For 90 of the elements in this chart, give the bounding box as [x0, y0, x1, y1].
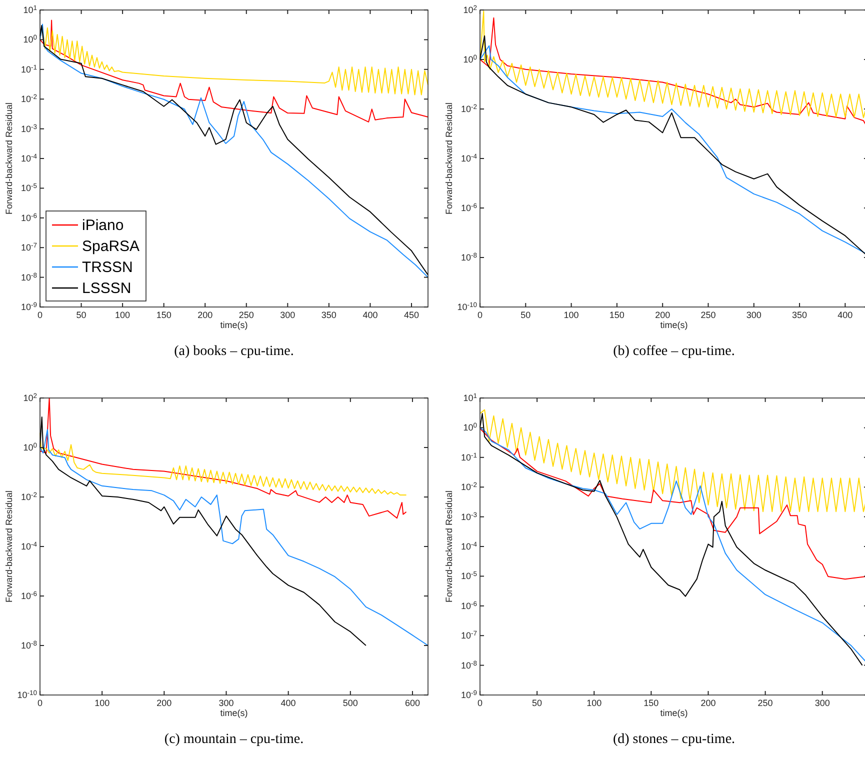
x-tick-label: 0 — [37, 310, 43, 320]
x-tick-label: 450 — [404, 310, 420, 320]
x-tick-label: 50 — [76, 310, 86, 320]
y-tick-label: 10$^{0}$ — [463, 54, 478, 64]
x-tick-label: 200 — [655, 310, 670, 320]
y-tick-label: 10$^{-9}$ — [460, 690, 478, 700]
x-tick-label: 100 — [115, 310, 130, 320]
y-axis-title: Forward-backward Residual — [444, 490, 454, 603]
legend-label: iPiano — [82, 217, 124, 234]
y-tick-label: 10$^{-4}$ — [20, 541, 38, 552]
x-tick-label: 50 — [520, 310, 531, 320]
x-tick-label: 600 — [404, 698, 420, 708]
y-tick-label: 10$^{0}$ — [23, 34, 38, 45]
x-tick-label: 400 — [280, 698, 296, 708]
y-tick-label: 10$^{-4}$ — [460, 541, 478, 552]
y-tick-label: 10$^{-7}$ — [460, 630, 478, 641]
x-tick-label: 400 — [362, 310, 378, 320]
x-tick-label: 100 — [564, 310, 579, 320]
line-series — [40, 398, 407, 519]
x-tick-label: 200 — [156, 698, 172, 708]
x-tick-label: 250 — [758, 698, 773, 708]
x-tick-label: 350 — [792, 310, 808, 320]
y-tick-label: 10$^{-6}$ — [460, 600, 478, 611]
line-series — [40, 416, 366, 646]
y-tick-label: 10$^{0}$ — [463, 422, 478, 433]
line-series — [40, 429, 428, 646]
x-tick-label: 150 — [644, 698, 659, 708]
x-tick-label: 300 — [746, 310, 762, 320]
x-tick-label: 300 — [814, 698, 830, 708]
y-tick-label: 10$^{-3}$ — [460, 511, 478, 522]
y-tick-label: 10$^{-8}$ — [20, 272, 38, 282]
x-tick-label: 200 — [700, 698, 716, 708]
text: (a) books – cpu-time. — [174, 344, 294, 359]
y-tick-label: 10$^{2}$ — [23, 392, 38, 403]
y-tick-label: 10$^{-9}$ — [20, 302, 38, 312]
y-tick-label: 10$^{-6}$ — [20, 590, 38, 601]
x-axis-title: time(s) — [660, 320, 688, 330]
x-tick-label: 150 — [609, 310, 624, 320]
y-tick-label: 10$^{1}$ — [23, 4, 38, 15]
legend-label: TRSSN — [82, 259, 133, 276]
x-tick-label: 50 — [532, 698, 542, 708]
x-tick-label: 0 — [477, 310, 483, 320]
x-tick-label: 0 — [37, 698, 43, 708]
y-tick-label: 10$^{0}$ — [23, 442, 38, 452]
y-tick-label: 10$^{-1}$ — [20, 64, 38, 74]
y-tick-label: 10$^{1}$ — [463, 392, 478, 403]
y-tick-label: 10$^{-10}$ — [17, 690, 38, 700]
y-tick-label: 10$^{-10}$ — [457, 302, 478, 312]
y-tick-label: 10$^{-8}$ — [20, 640, 38, 650]
line-series — [40, 25, 428, 96]
x-tick-label: 200 — [198, 310, 213, 320]
legend-label: SpaRSA — [82, 238, 140, 255]
x-tick-label: 100 — [586, 698, 602, 708]
x-tick-label: 300 — [280, 310, 296, 320]
y-tick-label: 10$^{-2}$ — [20, 94, 38, 104]
y-tick-label: 10$^{-5}$ — [460, 570, 478, 582]
y-tick-label: 10$^{-4}$ — [20, 153, 38, 164]
y-axis-title: Forward-backward Residual — [4, 490, 14, 603]
y-tick-label: 10$^{2}$ — [463, 4, 478, 15]
legend-label: LSSSN — [82, 280, 132, 297]
y-tick-label: 10$^{-1}$ — [460, 452, 478, 462]
y-tick-label: 10$^{-7}$ — [20, 242, 38, 253]
text: (c) mountain – cpu-time. — [164, 732, 304, 747]
y-tick-label: 10$^{-3}$ — [20, 123, 38, 134]
x-tick-label: 100 — [94, 698, 110, 708]
y-tick-label: 10$^{-8}$ — [460, 252, 478, 262]
text: (b) coffee – cpu-time. — [613, 344, 735, 359]
y-tick-label: 10$^{-6}$ — [20, 212, 38, 223]
x-axis-title: time(s) — [220, 320, 248, 330]
y-tick-label: 10$^{-2}$ — [20, 492, 38, 502]
y-tick-label: 10$^{-2}$ — [460, 482, 478, 492]
y-axis-title: Forward-backward Residual — [4, 102, 14, 215]
x-tick-label: 150 — [156, 310, 172, 320]
x-tick-label: 250 — [700, 310, 716, 320]
y-tick-label: 10$^{-8}$ — [460, 660, 478, 670]
line-series — [40, 20, 428, 122]
x-tick-label: 250 — [238, 310, 254, 320]
y-tick-label: 10$^{-4}$ — [460, 153, 478, 164]
x-tick-label: 500 — [342, 698, 358, 708]
y-tick-label: 10$^{-2}$ — [460, 104, 478, 114]
x-axis-title: time(s) — [660, 708, 688, 718]
text: (d) stones – cpu-time. — [612, 732, 736, 747]
x-tick-label: 400 — [838, 310, 853, 320]
x-tick-label: 0 — [477, 698, 483, 708]
y-tick-label: 10$^{-6}$ — [460, 202, 478, 213]
x-axis-title: time(s) — [220, 708, 248, 718]
x-tick-label: 300 — [218, 698, 234, 708]
y-tick-label: 10$^{-5}$ — [20, 182, 38, 194]
y-axis-title: Forward-backward Residual — [444, 102, 454, 215]
x-tick-label: 350 — [321, 310, 336, 320]
